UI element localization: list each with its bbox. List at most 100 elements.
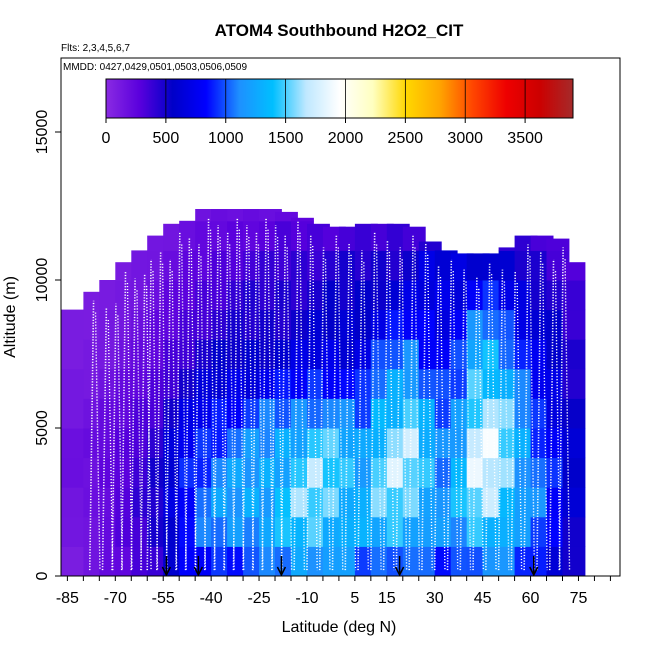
y-tick-label: 5000 <box>34 410 51 446</box>
x-tick-label: 75 <box>570 590 588 607</box>
curtain-cell <box>61 339 84 370</box>
profile-track <box>184 237 191 571</box>
curtain-cell <box>562 546 586 576</box>
colorbar-tick-label: 0 <box>102 130 111 147</box>
profile-track <box>88 300 95 571</box>
profile-track <box>523 244 529 571</box>
profile-track <box>140 274 146 571</box>
curtain-cell <box>61 368 84 399</box>
x-tick-label: -55 <box>152 590 175 607</box>
profile-track <box>312 245 318 571</box>
profile-track <box>452 271 459 571</box>
profile-track <box>401 259 408 571</box>
profile-track <box>478 288 484 571</box>
profile-track <box>181 244 187 571</box>
curtain-cell <box>61 428 84 459</box>
curtain-cell <box>562 368 586 399</box>
profile-arrow <box>529 556 539 577</box>
profile-track <box>120 271 127 571</box>
profile-track <box>503 281 510 571</box>
curtain-cell <box>61 398 84 429</box>
profile-arrow <box>394 556 405 577</box>
x-tick-label: -70 <box>104 590 127 607</box>
x-axis-label: Latitude (deg N) <box>282 619 397 636</box>
profile-track <box>388 251 395 571</box>
colorbar-tick-label: 2500 <box>388 130 424 147</box>
x-tick-label: 45 <box>474 590 492 607</box>
profile-arrow <box>276 556 287 577</box>
curtain-cell <box>562 262 586 281</box>
profile-track <box>564 259 571 571</box>
flights-label: Flts: 2,3,4,5,6,7 <box>61 43 130 54</box>
profile-track <box>510 271 517 571</box>
profile-track <box>293 220 299 571</box>
profile-track <box>363 262 369 571</box>
x-tick-label: -40 <box>200 590 223 607</box>
x-tick-label: 5 <box>350 590 359 607</box>
curtain-cell <box>418 241 442 251</box>
profile-track <box>94 312 101 571</box>
dates-label: MMDD: 0427,0429,0501,0503,0506,0509 <box>63 62 247 73</box>
profile-track <box>421 242 427 571</box>
profile-track <box>117 315 124 571</box>
profile-track <box>541 263 548 571</box>
profile-arrow <box>161 556 172 577</box>
profile-track <box>299 232 306 571</box>
curtain-cell <box>498 247 522 251</box>
curtain-cell <box>61 487 84 518</box>
y-tick-label: 10000 <box>34 258 51 303</box>
profile-track <box>465 281 472 571</box>
arrow-layer <box>161 556 539 577</box>
curtain-cell <box>61 516 84 547</box>
curtain-cell <box>562 309 586 340</box>
profile-track <box>490 274 497 571</box>
profile-track <box>370 232 376 571</box>
profile-track <box>111 303 117 571</box>
curtain-cell <box>562 398 586 429</box>
plot-frame <box>60 57 621 577</box>
chart-title: ATOM4 Southbound H2O2_CIT <box>215 21 464 40</box>
profile-track <box>529 256 536 571</box>
colorbar: 0 500 1000 1500 2000 2500 3000 3500 <box>102 78 574 147</box>
profile-track <box>395 247 402 571</box>
profile-track <box>152 271 159 571</box>
profile-track <box>554 271 561 571</box>
profile-track <box>318 247 325 571</box>
y-tick-label: 0 <box>34 571 51 580</box>
profile-track <box>175 232 181 571</box>
curtain-cell <box>562 487 586 518</box>
x-axis: -85 -70 -55 -40 -25 -10 5 15 30 45 60 75 <box>56 576 611 607</box>
colorbar-tick-label: 3000 <box>447 130 483 147</box>
curtain-cell <box>61 457 84 488</box>
curtain-cell <box>562 516 586 547</box>
profile-track <box>357 250 363 571</box>
profile-track <box>472 277 478 571</box>
profile-track <box>171 271 178 571</box>
curtain-cell <box>562 339 586 370</box>
colorbar-tick-label: 3500 <box>507 130 543 147</box>
profile-layer <box>88 217 571 571</box>
curtain-cell <box>562 280 586 311</box>
profile-track <box>439 277 446 571</box>
x-tick-label: 30 <box>426 590 444 607</box>
profile-track <box>130 278 136 571</box>
colorbar-tick-label: 1500 <box>268 130 304 147</box>
profile-track <box>200 256 207 571</box>
profile-arrow <box>193 556 204 577</box>
curtain-cell <box>291 217 314 222</box>
profile-track <box>382 240 389 571</box>
colorbar-tick-label: 2000 <box>328 130 364 147</box>
x-tick-label: -10 <box>295 590 318 607</box>
curtain-layer <box>61 209 586 576</box>
curtain-cell <box>61 546 84 576</box>
colorbar-tick-label: 500 <box>153 130 180 147</box>
profile-track <box>223 232 229 571</box>
profile-track <box>344 242 350 571</box>
profile-track <box>558 247 564 571</box>
curtain-cell <box>275 211 298 222</box>
curtain-cell <box>61 309 84 340</box>
x-tick-label: -85 <box>56 590 79 607</box>
profile-track <box>194 244 200 571</box>
y-tick-label: 15000 <box>34 110 51 155</box>
y-axis-label: Altitude (m) <box>2 276 19 358</box>
